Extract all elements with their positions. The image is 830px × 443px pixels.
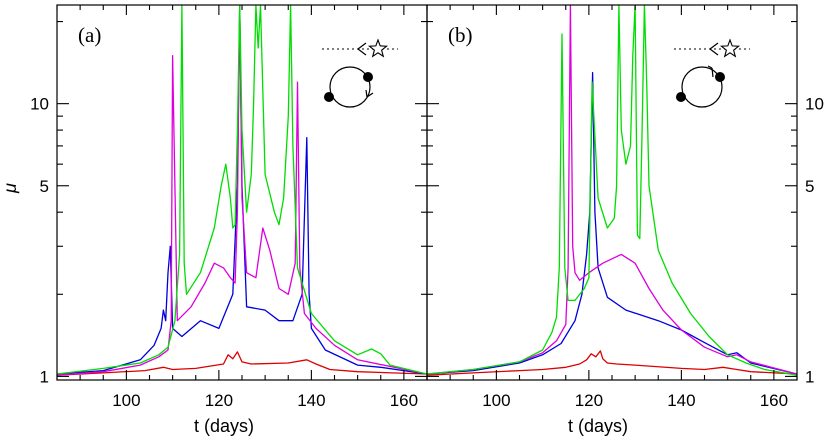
x-tick-label-b: 100 <box>482 391 510 410</box>
x-axis-label-a: t (days) <box>194 416 254 436</box>
series-line-a-2 <box>57 5 427 376</box>
body-dot-icon-a <box>324 92 334 102</box>
x-tick-label-b: 160 <box>760 391 788 410</box>
body-dot-icon-b <box>676 92 686 102</box>
series-line-b-1 <box>427 71 797 375</box>
x-tick-label-b: 120 <box>575 391 603 410</box>
star-icon-b <box>719 38 741 58</box>
y-tick-label-a: 1 <box>40 367 49 386</box>
series-line-a-0 <box>57 351 427 376</box>
y-tick-label-a: 5 <box>40 177 49 196</box>
series-line-b-0 <box>427 350 797 376</box>
x-tick-label-a: 140 <box>297 391 325 410</box>
y-tick-label-b: 10 <box>805 95 824 114</box>
x-tick-label-a: 100 <box>112 391 140 410</box>
orbit-arrow-icon-b <box>707 65 714 78</box>
y-tick-label-b: 5 <box>805 177 814 196</box>
y-axis-label: μ <box>0 183 20 194</box>
panel-label-a: (a) <box>78 23 101 47</box>
y-tick-label-a: 10 <box>30 95 49 114</box>
series-line-a-3 <box>57 5 427 375</box>
x-tick-label-a: 120 <box>205 391 233 410</box>
sightline-arrow-icon-b <box>709 42 719 56</box>
sightline-arrow-icon-a <box>357 42 367 56</box>
y-tick-label-b: 1 <box>805 367 814 386</box>
body-dot-icon-b <box>715 72 725 82</box>
body-dot-icon-a <box>363 72 373 82</box>
panel-label-b: (b) <box>448 23 473 47</box>
x-tick-label-a: 160 <box>390 391 418 410</box>
x-axis-label-b: t (days) <box>568 416 628 436</box>
orbit-circle-icon-a <box>329 66 371 108</box>
plot-frame-b <box>426 4 798 381</box>
orbit-arrow-icon-a <box>365 89 374 98</box>
series-line-b-3 <box>427 5 797 376</box>
orbit-circle-icon-b <box>681 66 723 108</box>
x-tick-label-b: 140 <box>667 391 695 410</box>
star-icon-a <box>367 38 389 58</box>
series-line-b-2 <box>427 5 797 375</box>
